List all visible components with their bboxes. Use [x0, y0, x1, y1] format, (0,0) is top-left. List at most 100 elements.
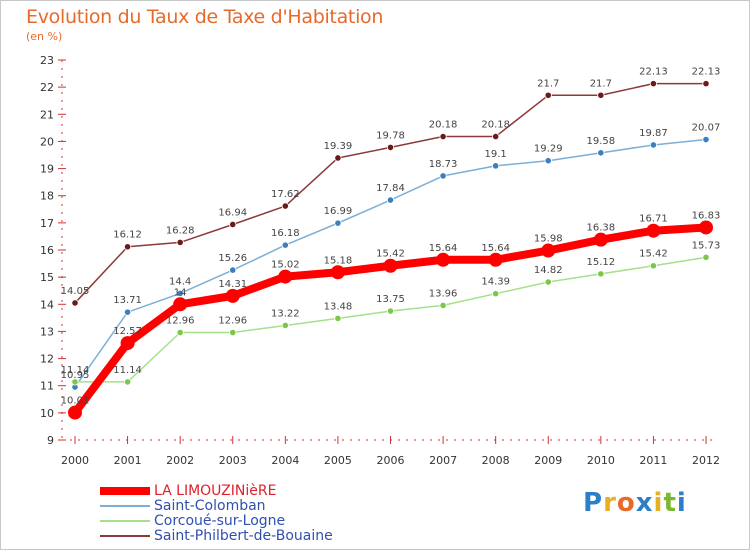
- data-label: 15.26: [218, 253, 247, 264]
- data-label: 10.95: [61, 370, 90, 381]
- data-label: 18.73: [429, 159, 458, 170]
- legend-swatch: [100, 520, 150, 522]
- y-tick-label: 13: [40, 325, 54, 338]
- data-point: [593, 232, 608, 247]
- data-point: [492, 162, 500, 170]
- legend-label: LA LIMOUZINièRE: [154, 483, 277, 499]
- data-point: [386, 307, 395, 315]
- data-point: [488, 252, 503, 267]
- data-label: 11.14: [61, 365, 90, 376]
- data-label: 14.4: [169, 276, 191, 287]
- x-tick-label: 2009: [534, 454, 562, 467]
- data-label: 16.94: [218, 207, 247, 218]
- data-label: 15.12: [587, 257, 616, 268]
- y-tick-label: 19: [40, 163, 54, 176]
- y-tick-label: 21: [40, 108, 54, 121]
- x-tick-label: 2000: [61, 454, 89, 467]
- data-label: 14.39: [481, 277, 510, 288]
- data-point: [597, 270, 605, 278]
- data-point: [597, 149, 605, 157]
- data-point: [334, 314, 342, 322]
- data-label: 19.87: [639, 128, 668, 139]
- data-label: 16.28: [166, 225, 195, 236]
- data-point: [702, 253, 710, 261]
- data-point: [229, 220, 237, 229]
- data-point: [68, 405, 82, 420]
- data-point: [229, 328, 237, 337]
- data-point: [439, 301, 447, 309]
- data-label: 16.12: [113, 230, 142, 241]
- data-point: [702, 80, 710, 88]
- legend-swatch: [100, 535, 150, 537]
- data-point: [386, 196, 395, 204]
- x-tick-label: 2001: [114, 454, 142, 467]
- x-tick-label: 2011: [639, 454, 667, 467]
- data-point: [544, 91, 552, 99]
- data-label: 14.31: [218, 279, 247, 290]
- data-label: 13.71: [113, 295, 142, 306]
- data-point: [176, 238, 184, 246]
- data-point: [492, 132, 500, 141]
- data-label: 20.18: [481, 120, 510, 131]
- legend-swatch: [100, 487, 150, 495]
- data-label: 15.02: [271, 260, 300, 271]
- data-label: 22.13: [692, 67, 721, 78]
- y-tick-label: 17: [40, 217, 54, 230]
- data-label: 14.05: [61, 286, 90, 297]
- data-label: 16.99: [324, 206, 353, 217]
- logo-letter: i: [653, 488, 664, 518]
- data-point: [123, 243, 132, 251]
- data-label: 13.96: [429, 288, 458, 299]
- legend-label: Saint-Philbert-de-Bouaine: [154, 528, 333, 544]
- data-point: [386, 143, 395, 151]
- data-label: 17.84: [376, 183, 405, 194]
- legend-label: Corcoué-sur-Logne: [154, 513, 286, 529]
- data-label: 16.38: [587, 223, 616, 234]
- data-label: 22.13: [639, 67, 668, 78]
- data-point: [544, 157, 552, 165]
- data-label: 13.48: [324, 301, 353, 312]
- data-label: 19.29: [534, 144, 563, 155]
- y-tick-label: 12: [40, 353, 54, 366]
- logo-letter: i: [676, 488, 687, 518]
- data-label: 13.75: [376, 294, 405, 305]
- y-tick-label: 18: [40, 190, 54, 203]
- y-tick-label: 15: [40, 271, 54, 284]
- data-label: 16.18: [271, 228, 300, 239]
- data-point: [383, 258, 398, 273]
- data-label: 16.83: [692, 210, 721, 221]
- chart-title: Evolution du Taux de Taxe d'Habitation: [26, 6, 384, 28]
- proxiti-logo: Proxiti: [583, 488, 687, 518]
- data-point: [176, 328, 184, 337]
- data-label: 16.71: [639, 214, 668, 225]
- data-label: 20.07: [692, 123, 721, 134]
- y-tick-label: 16: [40, 244, 54, 257]
- data-label: 10.01: [61, 396, 90, 407]
- x-tick-label: 2005: [324, 454, 352, 467]
- data-label: 13.22: [271, 308, 300, 319]
- data-point: [173, 297, 188, 312]
- data-point: [123, 378, 132, 386]
- data-point: [699, 220, 713, 235]
- data-label: 15.42: [639, 249, 668, 260]
- data-label: 14.82: [534, 265, 563, 276]
- x-tick-label: 2007: [429, 454, 457, 467]
- data-point: [702, 135, 710, 144]
- y-tick-label: 14: [40, 298, 54, 311]
- data-label: 12.57: [113, 326, 142, 337]
- data-point: [281, 202, 289, 210]
- y-tick-label: 11: [40, 380, 54, 393]
- data-point: [334, 219, 342, 227]
- data-label: 15.42: [376, 249, 405, 260]
- data-label: 15.18: [324, 255, 353, 266]
- data-label: 15.64: [429, 243, 458, 254]
- data-point: [225, 288, 240, 303]
- data-point: [120, 336, 135, 351]
- data-point: [649, 262, 658, 270]
- x-tick-label: 2010: [587, 454, 615, 467]
- y-tick-label: 23: [40, 54, 54, 67]
- y-tick-label: 22: [40, 81, 54, 94]
- logo-letter: x: [635, 488, 654, 518]
